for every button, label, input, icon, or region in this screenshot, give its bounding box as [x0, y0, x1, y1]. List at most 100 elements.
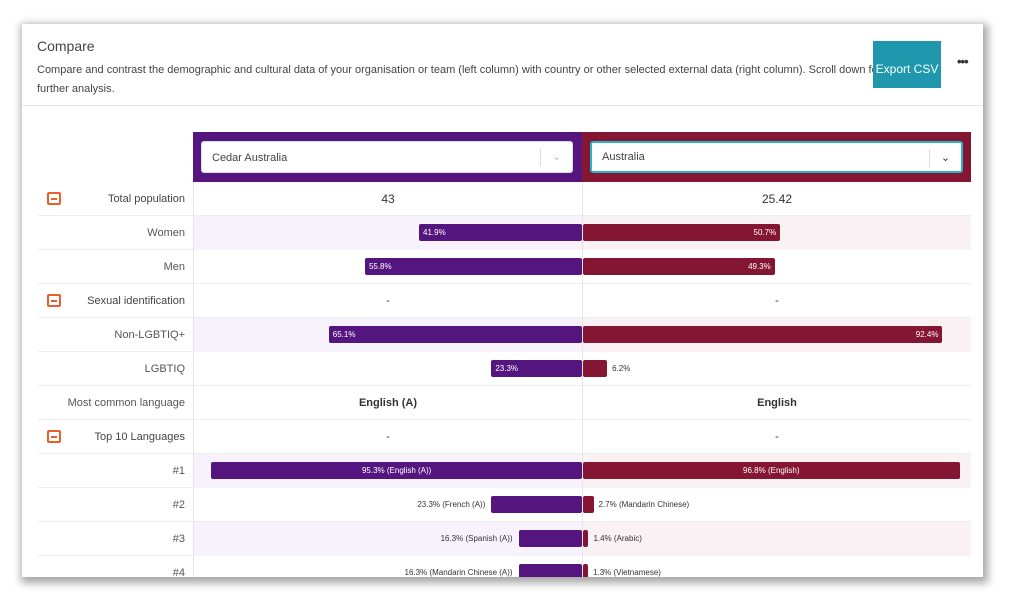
- right-cell: 1.3% (Vietnamese): [582, 556, 971, 577]
- right-value: -: [775, 431, 779, 443]
- collapse-toggle-icon[interactable]: [47, 192, 61, 205]
- right-cell: 25.42: [582, 182, 971, 216]
- right-bar-label: 92.4%: [915, 330, 939, 339]
- left-bar-label: 65.1%: [332, 330, 356, 339]
- left-cell: 95.3% (English (A)): [193, 454, 582, 488]
- page-description: Compare and contrast the demographic and…: [37, 64, 882, 95]
- divider: [22, 105, 983, 106]
- table-row: Total population 43 25.42: [38, 182, 971, 216]
- row-label: Total population: [107, 193, 185, 205]
- left-cell: 65.1%: [193, 318, 582, 352]
- left-bar: [419, 224, 582, 241]
- chevron-down-icon: ⌄: [540, 148, 572, 166]
- right-bar-label: 6.2%: [612, 364, 631, 373]
- left-bar-label: 16.3% (Spanish (A)): [440, 534, 513, 543]
- right-bar: [583, 326, 943, 343]
- right-value: English: [757, 397, 797, 409]
- left-bar-label: 95.3% (English (A)): [361, 466, 432, 475]
- left-cell: 23.3% (French (A)): [193, 488, 582, 522]
- row-label: Top 10 Languages: [94, 431, 185, 443]
- table-row: #1 95.3% (English (A)) 96.8% (English): [38, 454, 971, 488]
- left-bar-label: 16.3% (Mandarin Chinese (A)): [404, 568, 513, 577]
- table-row: Top 10 Languages - -: [38, 420, 971, 454]
- left-select-value: Cedar Australia: [212, 152, 288, 164]
- left-cell: 16.3% (Mandarin Chinese (A)): [193, 556, 582, 577]
- row-label: Sexual identification: [87, 295, 185, 307]
- left-bar-label: 41.9%: [423, 228, 446, 237]
- collapse-toggle-icon[interactable]: [47, 294, 61, 307]
- right-bar: [583, 224, 781, 241]
- left-bar: [518, 564, 582, 577]
- page-title: Compare: [37, 38, 95, 54]
- left-bar: [364, 258, 582, 275]
- row-label: #2: [172, 499, 185, 511]
- left-cell: -: [193, 420, 582, 454]
- right-cell: -: [582, 284, 971, 318]
- right-bar-label: 1.3% (Vietnamese): [593, 568, 661, 577]
- right-bar: [583, 258, 775, 275]
- row-label: Most common language: [67, 397, 185, 409]
- right-select-value: Australia: [602, 151, 645, 163]
- right-bar: [583, 462, 960, 479]
- right-bar: [583, 530, 589, 547]
- right-cell: 1.4% (Arabic): [582, 522, 971, 556]
- left-value: 43: [381, 192, 395, 206]
- right-cell: -: [582, 420, 971, 454]
- left-bar: [518, 530, 582, 547]
- row-label: #3: [172, 533, 185, 545]
- table-row: Men 55.8% 49.3%: [38, 250, 971, 284]
- right-bar: [583, 564, 589, 577]
- left-bar-label: 55.8%: [368, 262, 392, 271]
- right-value: 25.42: [761, 192, 793, 206]
- row-label: Men: [163, 261, 185, 273]
- right-cell: 6.2%: [582, 352, 971, 386]
- export-csv-button[interactable]: Export CSV: [873, 41, 941, 88]
- left-value: English (A): [358, 397, 418, 409]
- right-bar: [583, 360, 608, 377]
- table-row: Sexual identification - -: [38, 284, 971, 318]
- chevron-down-icon: ⌄: [929, 149, 961, 167]
- left-cell: 41.9%: [193, 216, 582, 250]
- compare-card: Compare Compare and contrast the demogra…: [22, 24, 983, 577]
- right-cell: 49.3%: [582, 250, 971, 284]
- right-cell: 96.8% (English): [582, 454, 971, 488]
- row-label: Non-LGBTIQ+: [114, 329, 185, 341]
- left-bar-label: 23.3%: [495, 364, 519, 373]
- left-dataset-select[interactable]: Cedar Australia ⌄: [201, 141, 573, 173]
- right-bar-label: 49.3%: [748, 262, 771, 271]
- right-cell: 50.7%: [582, 216, 971, 250]
- right-cell: 2.7% (Mandarin Chinese): [582, 488, 971, 522]
- right-bar-label: 50.7%: [753, 228, 777, 237]
- table-row: #2 23.3% (French (A)) 2.7% (Mandarin Chine…: [38, 488, 971, 522]
- left-bar: [211, 462, 582, 479]
- row-label: LGBTIQ: [144, 363, 185, 375]
- right-bar-label: 96.8% (English): [743, 466, 800, 475]
- right-cell: 92.4%: [582, 318, 971, 352]
- left-value: -: [386, 431, 390, 443]
- right-header: Australia ⌄: [582, 132, 971, 182]
- row-label: #1: [172, 465, 185, 477]
- right-bar: [583, 496, 594, 513]
- left-header: Cedar Australia ⌄: [193, 132, 582, 182]
- right-value: -: [775, 295, 779, 307]
- table-row: Women 41.9% 50.7%: [38, 216, 971, 250]
- table-row: #4 16.3% (Mandarin Chinese (A)) 1.3% (Viet…: [38, 556, 971, 577]
- table-row: Most common language English (A) English: [38, 386, 971, 420]
- left-cell: English (A): [193, 386, 582, 420]
- right-bar-label: 2.7% (Mandarin Chinese): [598, 500, 690, 509]
- left-cell: 16.3% (Spanish (A)): [193, 522, 582, 556]
- left-bar: [491, 496, 582, 513]
- left-bar: [328, 326, 582, 343]
- table-row: #3 16.3% (Spanish (A)) 1.4% (Arabic): [38, 522, 971, 556]
- table-row: LGBTIQ 23.3% 6.2%: [38, 352, 971, 386]
- collapse-toggle-icon[interactable]: [47, 430, 61, 443]
- right-dataset-select[interactable]: Australia ⌄: [590, 141, 963, 173]
- left-value: -: [386, 295, 390, 307]
- table-row: Non-LGBTIQ+ 65.1% 92.4%: [38, 318, 971, 352]
- comparison-table: Total population 43 25.42 Women 41.9% 50.7% Me…: [38, 182, 971, 577]
- ellipsis-icon[interactable]: •••: [957, 54, 969, 69]
- left-cell: 55.8%: [193, 250, 582, 284]
- left-cell: 43: [193, 182, 582, 216]
- right-cell: English: [582, 386, 971, 420]
- left-bar: [491, 360, 582, 377]
